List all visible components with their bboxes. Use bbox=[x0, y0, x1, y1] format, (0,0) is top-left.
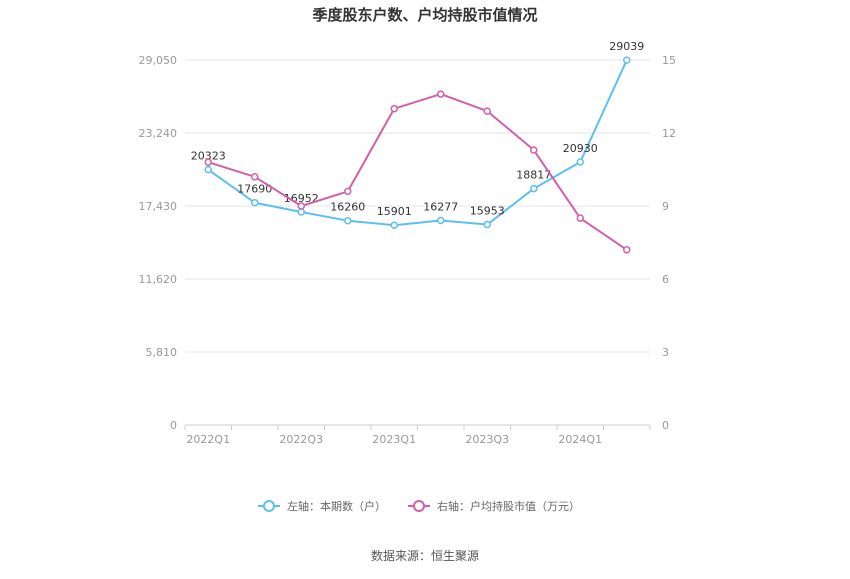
data-point-1 bbox=[297, 208, 305, 216]
data-point-2 bbox=[576, 214, 584, 222]
x-axis-tick-label: 2022Q3 bbox=[279, 433, 323, 446]
right-axis-tick-label: 0 bbox=[662, 419, 669, 432]
right-axis-tick-label: 15 bbox=[662, 54, 676, 67]
legend[interactable]: 左轴：本期数（户） 右轴：户均持股市值（万元） bbox=[258, 499, 580, 513]
series-line-1 bbox=[207, 59, 628, 227]
legend-marker-2 bbox=[413, 500, 425, 512]
data-point-2 bbox=[297, 202, 305, 210]
data-point-1 bbox=[576, 158, 584, 166]
data-point-1 bbox=[623, 56, 631, 64]
data-point-2 bbox=[390, 104, 398, 113]
right-axis-tick-label: 12 bbox=[662, 127, 676, 140]
data-point-2 bbox=[623, 246, 631, 254]
chart-title: 季度股东户数、户均持股市值情况 bbox=[312, 6, 537, 24]
right-axis-tick-label: 6 bbox=[662, 273, 669, 286]
right-axis-tick-label: 3 bbox=[662, 346, 669, 359]
data-point-2 bbox=[344, 187, 352, 196]
x-axis-tick-label: 2024Q1 bbox=[558, 433, 602, 446]
data-point-2 bbox=[204, 158, 212, 166]
data-point-1 bbox=[483, 220, 491, 229]
data-point-2 bbox=[483, 107, 491, 115]
data-point-2 bbox=[530, 146, 538, 154]
grid-layer bbox=[185, 59, 650, 353]
data-label: 16260 bbox=[330, 201, 365, 214]
data-point-1 bbox=[344, 216, 352, 225]
data-point-1 bbox=[390, 221, 398, 229]
data-label: 20323 bbox=[191, 150, 226, 163]
data-label: 29039 bbox=[609, 40, 644, 53]
left-axis-tick-label: 5,810 bbox=[146, 346, 178, 359]
data-point-2 bbox=[437, 90, 445, 98]
series-line-2 bbox=[207, 93, 628, 251]
data-point-1 bbox=[530, 184, 538, 193]
data-label: 15953 bbox=[470, 205, 505, 218]
left-axis-tick-label: 11,620 bbox=[139, 273, 178, 286]
series-layer: 20323 17690 16952 16260 15901 16277 15953 18817… bbox=[191, 40, 644, 254]
legend-label-2: 右轴：户均持股市值（万元） bbox=[437, 499, 580, 513]
data-point-1 bbox=[251, 198, 259, 207]
source-note: 数据来源：恒生聚源 bbox=[371, 548, 479, 563]
left-axis-tick-label: 17,430 bbox=[139, 200, 178, 213]
left-axis-tick-label: 29,050 bbox=[139, 54, 178, 67]
data-point-2 bbox=[251, 173, 259, 181]
data-label: 20930 bbox=[563, 142, 598, 155]
data-label: 18817 bbox=[516, 169, 551, 182]
data-point-1 bbox=[437, 216, 445, 225]
legend-label-1: 左轴：本期数（户） bbox=[287, 499, 386, 513]
legend-marker-1 bbox=[263, 500, 275, 512]
x-axis-tick-label: 2023Q3 bbox=[465, 433, 509, 446]
data-label: 16952 bbox=[284, 192, 319, 205]
data-point-1 bbox=[204, 165, 212, 174]
x-axis-tick-label: 2023Q1 bbox=[372, 433, 416, 446]
right-axis-tick-label: 9 bbox=[662, 200, 669, 213]
data-label: 16277 bbox=[423, 200, 458, 213]
axis-layer: 0 0 5,810 3 11,620 6 17,430 9 23,240 12 29,050 15 20… bbox=[139, 54, 677, 446]
x-axis-tick-label: 2022Q1 bbox=[186, 433, 230, 446]
left-axis-tick-label: 23,240 bbox=[139, 127, 178, 140]
data-label: 15901 bbox=[377, 205, 412, 218]
data-label: 17690 bbox=[237, 183, 272, 196]
left-axis-tick-label: 0 bbox=[170, 419, 177, 432]
